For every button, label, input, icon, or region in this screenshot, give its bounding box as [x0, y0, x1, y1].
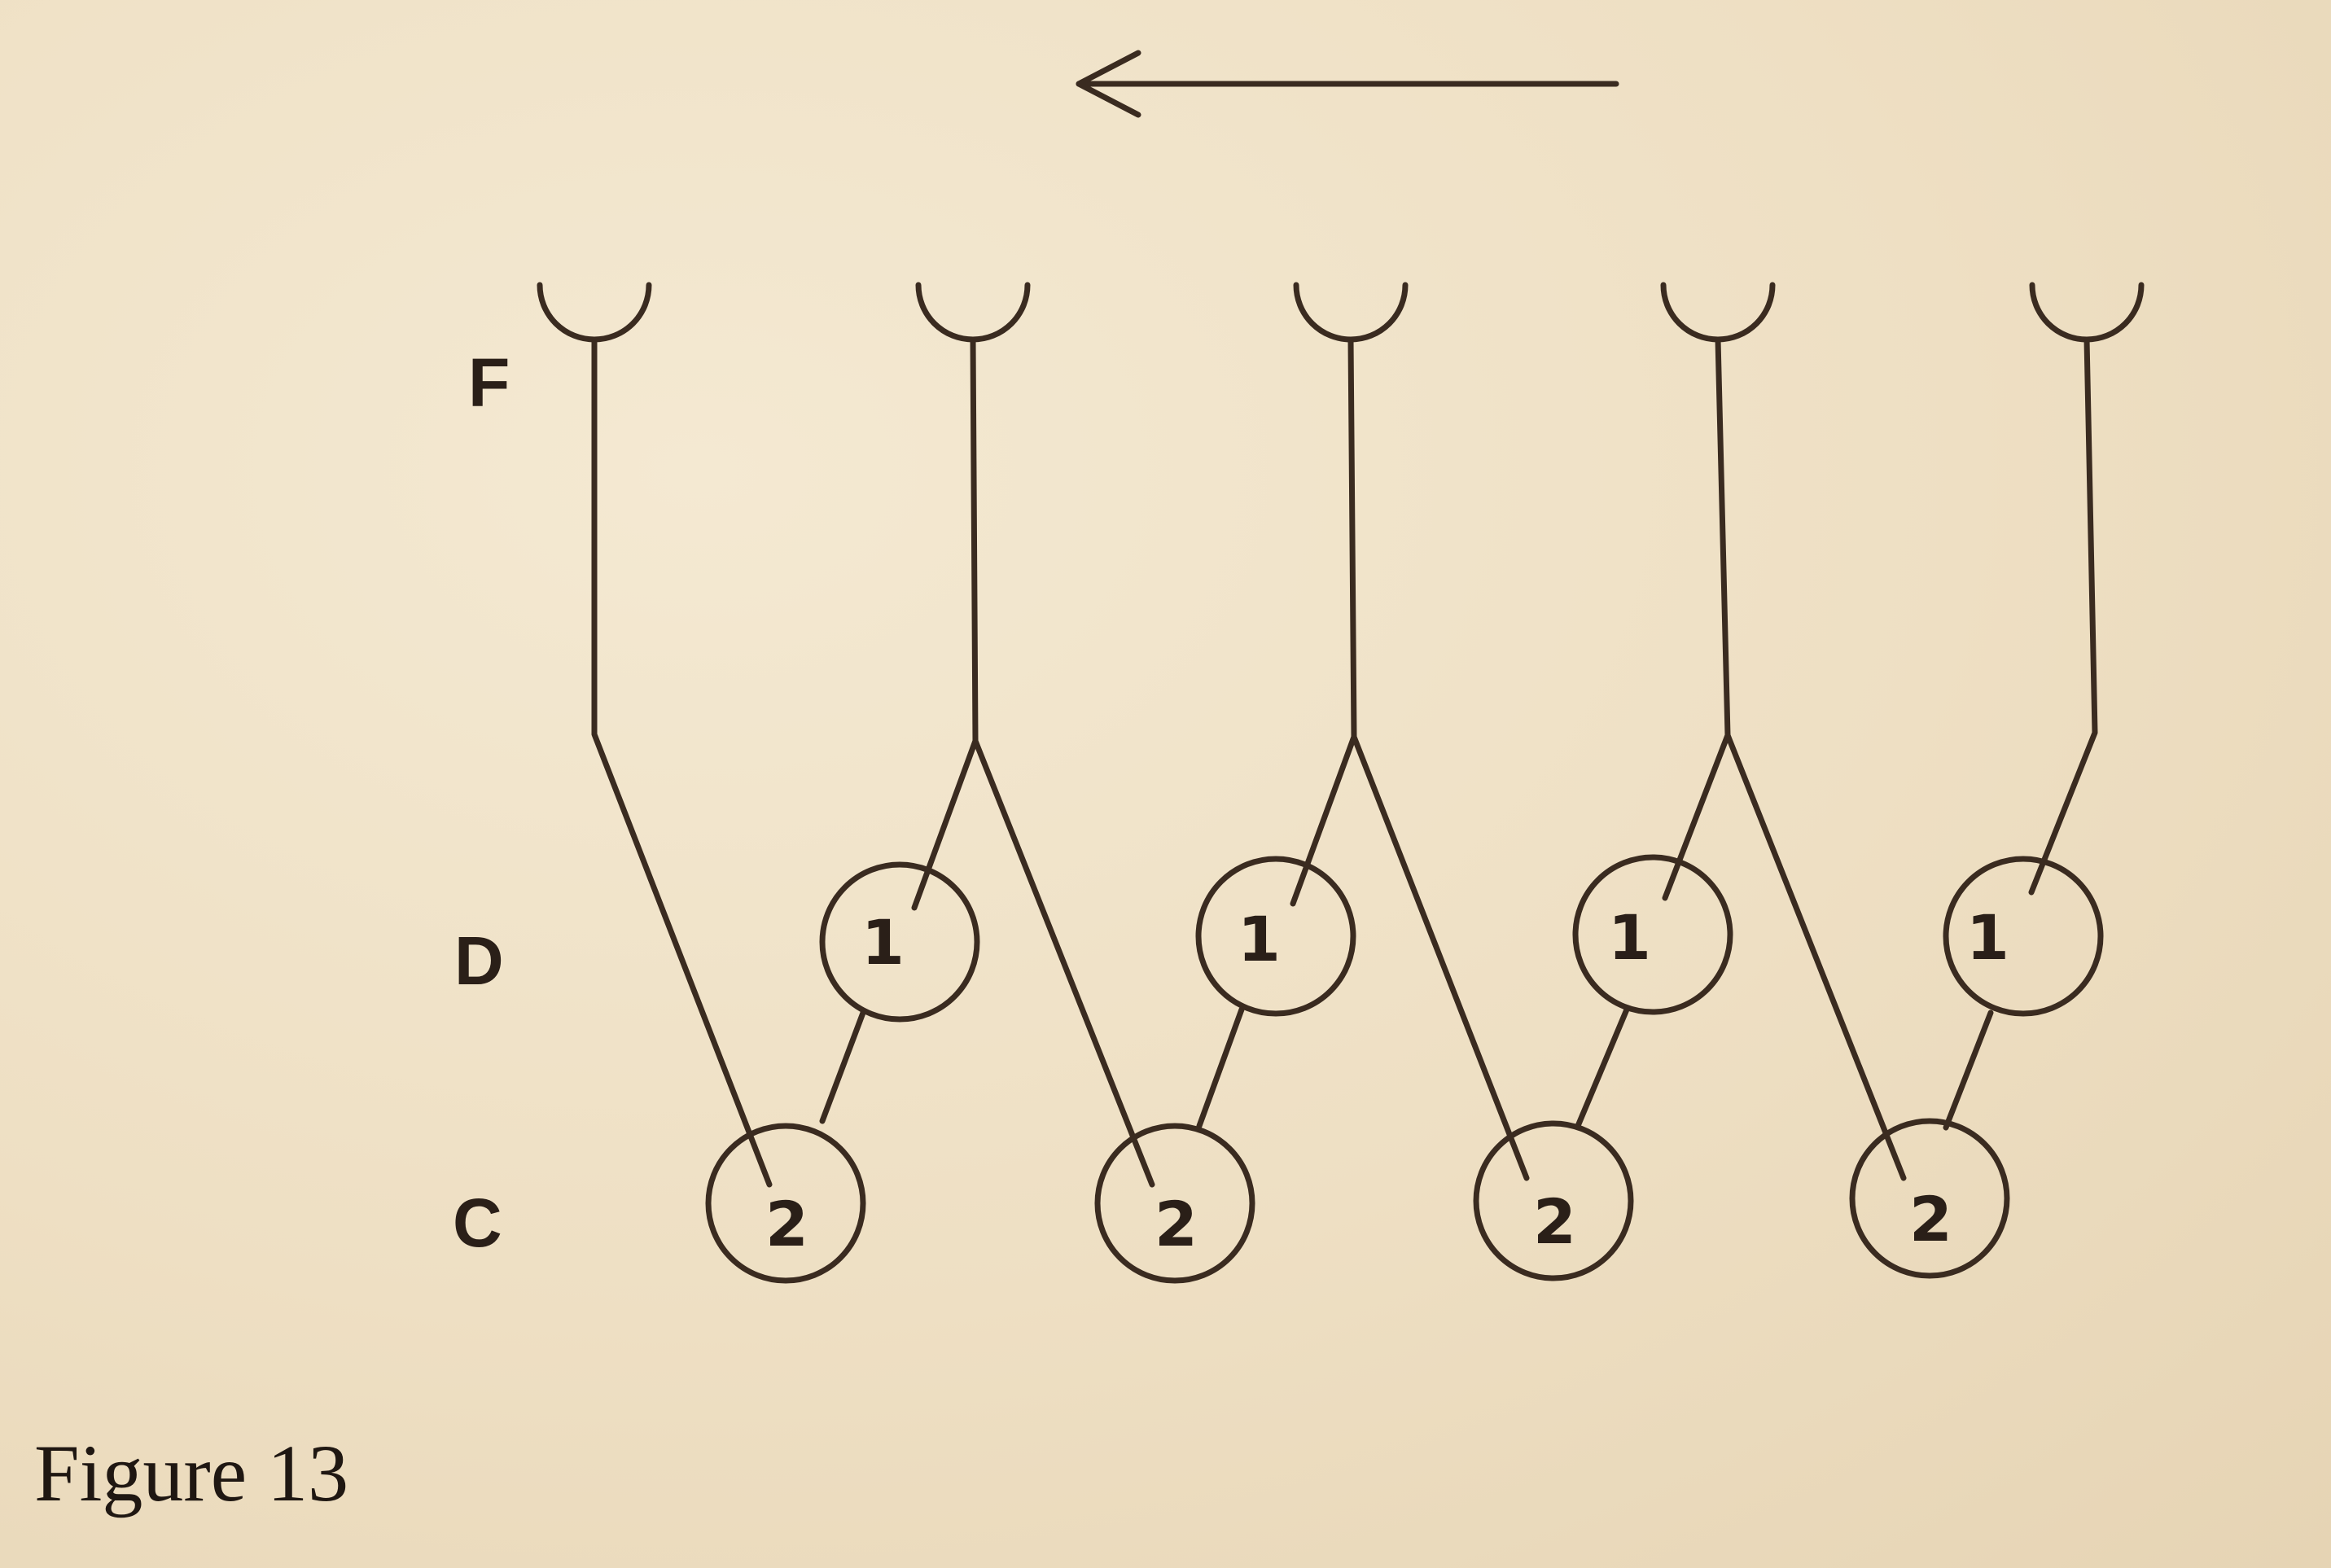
threshold-node-2: 2 [1094, 1123, 1255, 1284]
row-label-d: D [454, 922, 504, 999]
photocell-3 [1290, 282, 1530, 1181]
threshold-node-label: 2 [1155, 1188, 1198, 1260]
delay-node-label: 1 [1966, 901, 2009, 974]
threshold-node-label: 2 [1909, 1183, 1952, 1255]
threshold-node-4: 2 [1849, 1118, 2010, 1279]
threshold-node-label: 2 [765, 1188, 808, 1260]
photocell-1 [537, 282, 773, 1188]
delay-node-label: 1 [1238, 903, 1281, 975]
photocell-2 [911, 282, 1155, 1188]
delay-node-2: 1 [1195, 856, 1356, 1017]
row-label-c: C [453, 1185, 502, 1261]
delay-node-1: 1 [819, 861, 980, 1023]
threshold-node-label: 2 [1533, 1185, 1576, 1258]
threshold-node-1: 2 [705, 1123, 866, 1284]
figure-caption: Figure 13 [34, 1428, 349, 1518]
delay-node-label: 1 [1608, 901, 1651, 974]
delay-node-4: 1 [1943, 856, 2104, 1017]
threshold-node-3: 2 [1473, 1120, 1634, 1281]
delay-node-3: 1 [1572, 854, 1733, 1015]
row-label-f: F [468, 344, 510, 421]
photocell-5 [2028, 282, 2145, 896]
left-arrow [1076, 50, 1619, 118]
delay-node-label: 1 [861, 906, 905, 979]
photocell-4 [1660, 282, 1907, 1181]
delay-to-threshold-links [819, 1006, 1994, 1131]
